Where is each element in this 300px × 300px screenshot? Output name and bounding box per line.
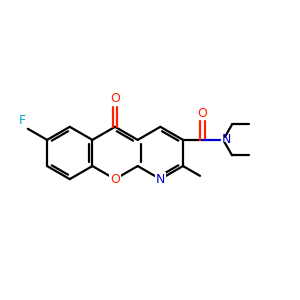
Text: N: N [156, 172, 165, 186]
Text: N: N [222, 134, 231, 146]
Text: O: O [197, 107, 207, 120]
Text: O: O [110, 92, 120, 105]
Text: F: F [18, 114, 26, 127]
Text: O: O [110, 172, 120, 186]
